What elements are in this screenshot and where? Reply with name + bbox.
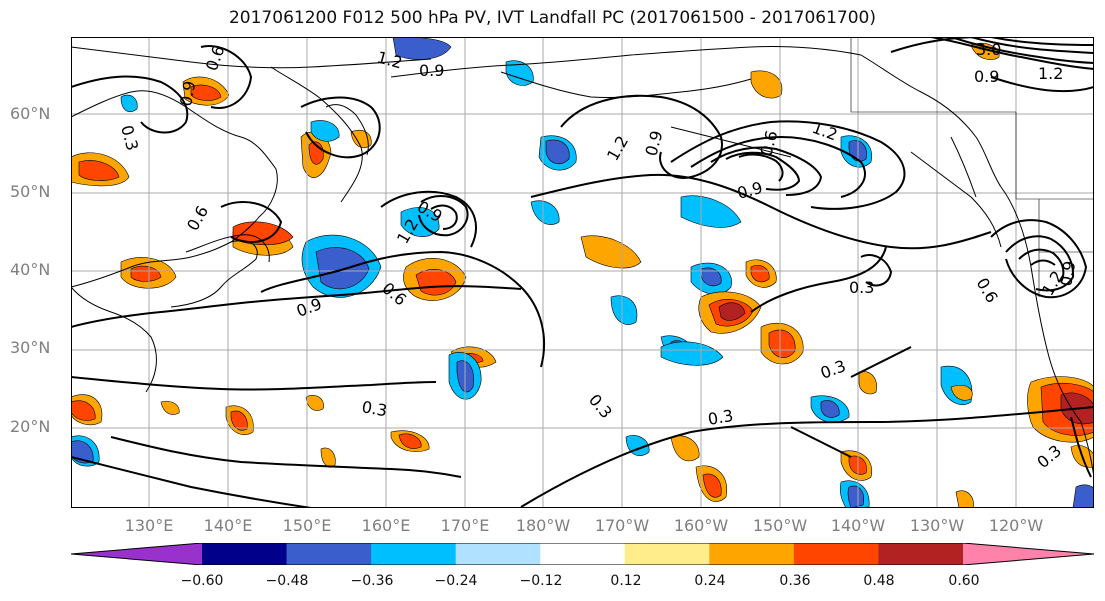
pc-shading — [71, 37, 1094, 508]
colorbar-bin — [878, 543, 964, 565]
colorbar-tick: 0.36 — [779, 573, 811, 589]
lat-label-20n: 20°N — [10, 417, 51, 436]
lat-label-30n: 30°N — [10, 338, 51, 357]
lon-label-140e: 140°E — [203, 516, 253, 535]
lat-label-40n: 40°N — [10, 260, 51, 279]
lon-label-130e: 130°E — [124, 516, 174, 535]
lon-label-160w: 160°W — [673, 516, 729, 535]
contour-label: 0.9 — [1056, 259, 1079, 287]
map-gridlines — [71, 37, 1094, 508]
contour-label: 0.9 — [419, 61, 444, 80]
coastlines — [71, 45, 1094, 478]
lon-label-150w: 150°W — [752, 516, 808, 535]
lon-label-170e: 170°E — [440, 516, 490, 535]
lat-label-60n: 60°N — [10, 104, 51, 123]
lat-label-50n: 50°N — [10, 182, 51, 201]
colorbar-bin — [540, 543, 626, 565]
contour-label: 0.9 — [176, 79, 199, 107]
colorbar-tick: −0.24 — [434, 573, 478, 589]
colorbar-tick: −0.48 — [265, 573, 309, 589]
colorbar-tick: 0.48 — [863, 573, 895, 589]
contour-label: 3.0 — [976, 40, 1001, 59]
lon-label-130w: 130°W — [909, 516, 965, 535]
colorbar-bins — [202, 543, 964, 565]
lon-label-120w: 120°W — [988, 516, 1044, 535]
colorbar-tick: −0.36 — [350, 573, 394, 589]
lon-label-140w: 140°W — [830, 516, 886, 535]
map-title: 2017061200 F012 500 hPa PV, IVT Landfall… — [228, 8, 876, 28]
contour-label: 0.3 — [706, 406, 734, 429]
colorbar — [71, 543, 1094, 565]
lon-label-170w: 170°W — [594, 516, 650, 535]
map-panel: 0.9 0.6 1.2 0.3 0.6 0.9 1.2 0.9 1.2 0.9 … — [71, 37, 1094, 508]
colorbar-bin — [624, 543, 710, 565]
colorbar-tick: 0.24 — [694, 573, 726, 589]
colorbar-extend-high — [963, 543, 1094, 565]
contour-label: 0.9 — [974, 67, 999, 86]
contour-label: 0.3 — [849, 278, 874, 297]
colorbar-bin — [371, 543, 457, 565]
colorbar-bin — [709, 543, 795, 565]
pv-contours — [71, 37, 1094, 508]
colorbar-bin — [793, 543, 879, 565]
colorbar-bin — [455, 543, 541, 565]
colorbar-bin — [202, 543, 288, 565]
colorbar-tick: 0.60 — [948, 573, 980, 589]
lon-label-180w: 180°W — [515, 516, 571, 535]
lon-label-160e: 160°E — [361, 516, 411, 535]
colorbar-tick: −0.12 — [519, 573, 563, 589]
colorbar-bin — [286, 543, 372, 565]
map-frame — [71, 37, 1094, 508]
contour-label: 0.3 — [360, 397, 388, 420]
contour-label: 1.2 — [1038, 64, 1063, 83]
colorbar-tick: 0.12 — [610, 573, 642, 589]
lon-label-150e: 150°E — [282, 516, 332, 535]
colorbar-extend-low — [71, 543, 202, 565]
colorbar-tick: −0.60 — [180, 573, 224, 589]
